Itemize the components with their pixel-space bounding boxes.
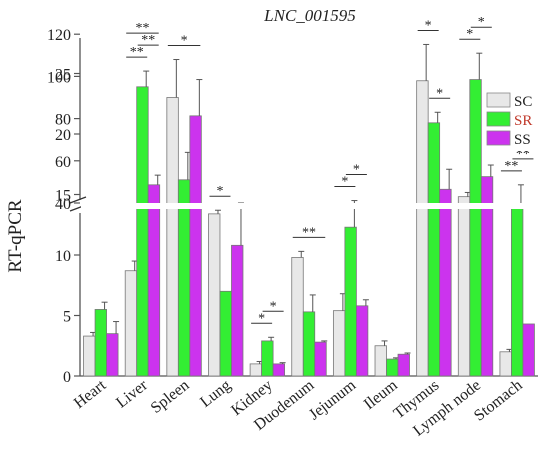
y-tick-label: 80 [55, 112, 71, 129]
significance-label: * [216, 184, 223, 199]
x-tick-label: Liver [113, 376, 151, 411]
legend-label: SC [514, 94, 532, 110]
bar [189, 115, 202, 377]
x-tick-label: Stomach [471, 377, 526, 425]
significance-label: * [478, 15, 485, 30]
y-axis-label: RT-qPCR [5, 199, 26, 272]
bar [374, 345, 387, 377]
bar [457, 196, 471, 377]
legend-swatch [486, 92, 511, 108]
significance-label: ** [141, 33, 155, 48]
y-tick-label: 10 [55, 248, 71, 265]
chart-title: LNC_001595 [263, 6, 356, 25]
bar [94, 309, 107, 377]
bar [480, 176, 494, 377]
x-tick-label: Spleen [148, 377, 193, 417]
significance-label: * [181, 34, 188, 49]
bar [136, 86, 149, 377]
bar [124, 270, 138, 377]
y-tick-label: 100 [47, 69, 71, 86]
significance-label: * [270, 299, 277, 314]
y-tick-label: 60 [55, 154, 71, 171]
bar [522, 323, 535, 377]
significance-label: ** [130, 45, 144, 60]
bar [511, 206, 524, 377]
bar [355, 305, 369, 377]
significance-label: * [341, 175, 348, 190]
y-tick-label: 0 [63, 369, 71, 386]
significance-label: * [258, 311, 265, 326]
x-tick-label: Jejunum [306, 376, 360, 423]
bar [439, 188, 452, 377]
axis-break-mark [69, 196, 87, 204]
bar [208, 213, 221, 377]
legend-swatch [486, 111, 511, 127]
bar [397, 353, 410, 377]
bar [147, 184, 161, 377]
bar [427, 122, 441, 377]
bar [302, 311, 316, 377]
bar [291, 257, 304, 377]
bar [386, 358, 399, 377]
bar [231, 244, 244, 377]
bar [249, 363, 263, 377]
y-tick-label: 5 [63, 309, 71, 326]
bar [332, 310, 346, 377]
significance-label: * [436, 86, 443, 101]
significance-label: * [425, 18, 432, 33]
legend-swatch [486, 130, 511, 146]
bar [166, 97, 179, 377]
y-tick-label: 120 [47, 27, 71, 44]
significance-label: ** [135, 21, 149, 36]
significance-label: ** [302, 225, 316, 240]
y-tick-label: 15 [55, 188, 71, 205]
axis-break-gap [81, 203, 539, 209]
bar [314, 341, 327, 377]
bar [177, 179, 191, 377]
bar [261, 340, 274, 377]
significance-label: * [466, 27, 473, 42]
y-tick-label: 25 [55, 67, 71, 84]
legend-label: SS [514, 132, 531, 148]
bar [499, 351, 512, 377]
significance-label: ** [504, 159, 518, 174]
bar [219, 290, 232, 377]
x-tick-label: Heart [71, 376, 110, 412]
bar [416, 80, 429, 377]
y-tick-label: 40 [55, 196, 71, 213]
significance-label: * [353, 163, 360, 178]
bar [344, 226, 357, 377]
legend-label: SR [514, 113, 532, 129]
bar [106, 333, 119, 377]
bar [83, 335, 96, 377]
bar [272, 363, 286, 377]
y-tick-label: 20 [55, 127, 71, 144]
bar [469, 79, 482, 377]
